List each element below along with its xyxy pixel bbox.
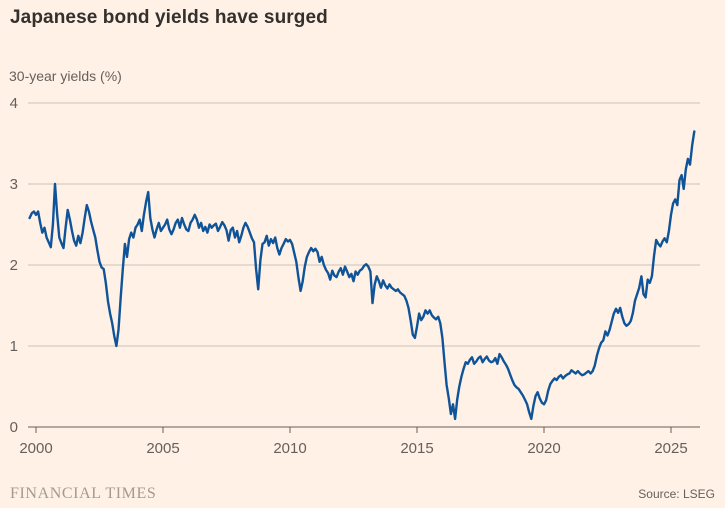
yield-line-series	[28, 130, 696, 421]
chart-footer: FINANCIAL TIMES Source: LSEG	[10, 485, 715, 503]
y-tick-label: 2	[10, 257, 18, 274]
y-tick-label: 0	[10, 419, 18, 436]
source-label: Source: LSEG	[638, 487, 715, 501]
x-tick-label: 2020	[527, 440, 560, 457]
chart-title: Japanese bond yields have surged	[10, 7, 328, 28]
x-tick-label: 2015	[400, 440, 433, 457]
x-tick-label: 2025	[654, 440, 687, 457]
y-tick-label: 4	[10, 95, 18, 112]
chart-y-axis-title: 30-year yields (%)	[9, 68, 122, 84]
financial-times-logo-text: FINANCIAL TIMES	[10, 485, 157, 502]
x-tick-label: 2005	[146, 440, 179, 457]
y-tick-label: 1	[10, 338, 18, 355]
y-tick-label: 3	[10, 176, 18, 193]
x-tick-label: 2000	[19, 440, 52, 457]
x-tick-label: 2010	[273, 440, 306, 457]
